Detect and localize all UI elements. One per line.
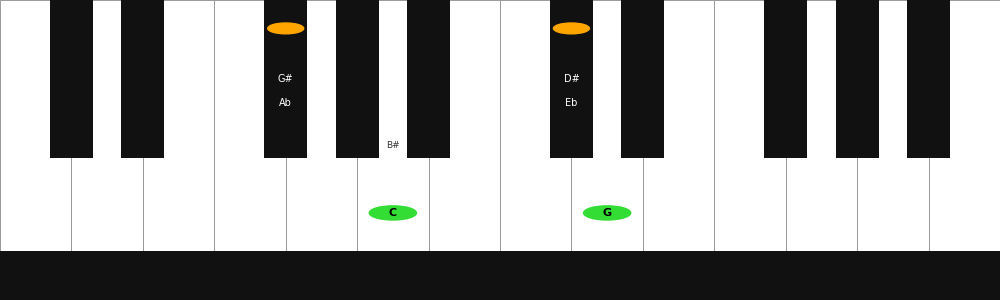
Bar xyxy=(71,0,143,250)
Bar xyxy=(786,0,857,250)
Bar xyxy=(286,0,357,250)
FancyBboxPatch shape xyxy=(0,250,1000,300)
Text: Ab: Ab xyxy=(279,98,292,108)
Bar xyxy=(836,0,879,158)
Text: D#: D# xyxy=(564,74,579,84)
Bar xyxy=(571,0,643,250)
Text: C: C xyxy=(389,208,397,218)
Circle shape xyxy=(268,23,304,34)
Circle shape xyxy=(369,206,416,220)
Bar xyxy=(857,0,929,250)
Bar xyxy=(0,0,71,250)
Bar xyxy=(121,0,164,158)
Bar xyxy=(429,0,500,250)
Text: Eb: Eb xyxy=(565,98,578,108)
Bar xyxy=(407,0,450,158)
Bar xyxy=(550,0,593,158)
Circle shape xyxy=(553,23,589,34)
Bar xyxy=(907,0,950,158)
Circle shape xyxy=(584,206,631,220)
Bar xyxy=(143,0,214,250)
Text: B#: B# xyxy=(386,141,400,150)
Text: under CC-BY-NC-SA: under CC-BY-NC-SA xyxy=(440,269,560,282)
Bar xyxy=(643,0,714,250)
Text: Provided by: Provided by xyxy=(15,269,89,282)
Bar xyxy=(357,0,429,250)
Bar xyxy=(764,0,807,158)
Bar xyxy=(929,0,1000,250)
Bar xyxy=(264,0,307,158)
Bar xyxy=(50,0,93,158)
Text: G#: G# xyxy=(278,74,294,84)
Bar xyxy=(714,0,786,250)
Text: G: G xyxy=(603,208,612,218)
Bar xyxy=(500,0,571,250)
Bar xyxy=(214,0,286,250)
Bar xyxy=(336,0,379,158)
Bar xyxy=(621,0,664,158)
